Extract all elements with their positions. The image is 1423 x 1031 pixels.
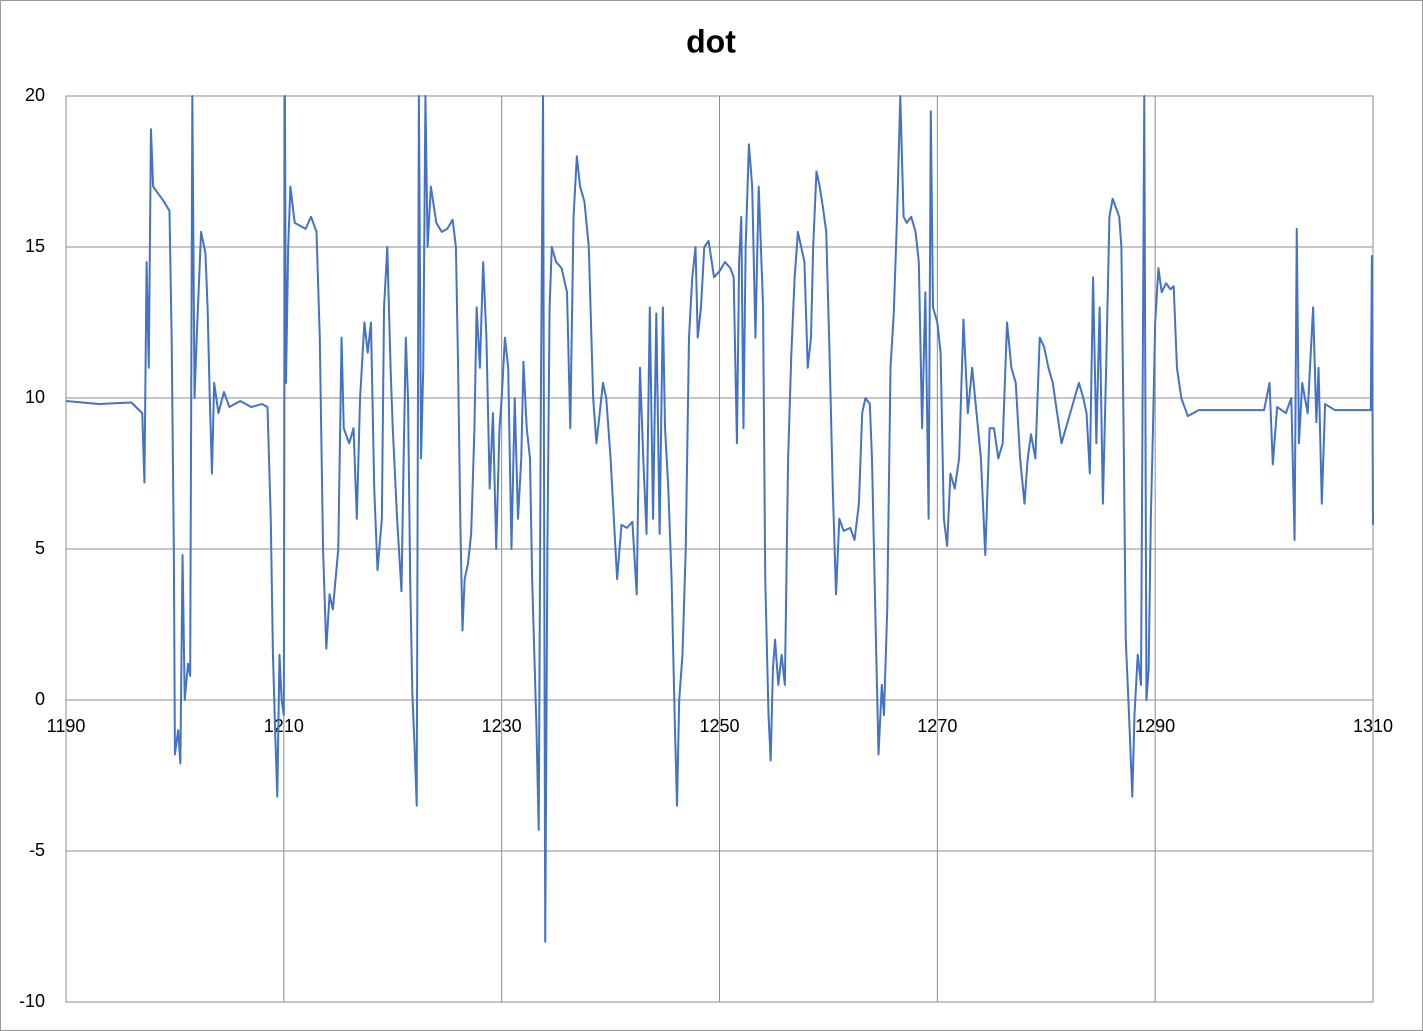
- y-tick-label: 5: [35, 538, 45, 558]
- x-tick-label: 1230: [482, 716, 522, 736]
- x-tick-label: 1190: [47, 716, 86, 736]
- y-tick-label: 0: [35, 689, 45, 709]
- x-tick-label: 1270: [917, 716, 957, 736]
- y-tick-label: 10: [25, 387, 45, 407]
- data-line: [65, 95, 1374, 943]
- chart-title: dot: [686, 23, 736, 59]
- y-tick-label: -5: [29, 840, 45, 860]
- x-tick-label: 1250: [699, 716, 739, 736]
- x-tick-label: 1290: [1135, 716, 1175, 736]
- y-tick-label: 20: [25, 85, 45, 105]
- x-tick-label: 1210: [264, 716, 304, 736]
- y-tick-label: 15: [25, 236, 45, 256]
- y-tick-label: -10: [19, 991, 45, 1011]
- x-tick-label: 1310: [1353, 716, 1393, 736]
